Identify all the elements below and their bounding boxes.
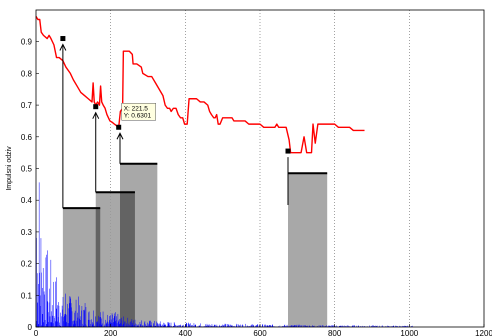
y-tick-label-4: 0.4	[21, 196, 33, 205]
datatip-y: Y: 0.6301	[124, 112, 152, 119]
x-tick-label-1: 200	[104, 329, 118, 336]
marker-points	[60, 36, 291, 154]
datatip[interactable]: X: 221.5 Y: 0.6301	[121, 103, 156, 121]
stem-arrow-1	[92, 111, 100, 119]
envelope-series	[35, 15, 365, 154]
x-tick-label-2: 400	[179, 329, 193, 336]
x-tick-label-6: 1200	[475, 329, 492, 336]
y-tick-label-3: 0.3	[21, 228, 33, 237]
region-3	[288, 173, 328, 327]
marker-1	[93, 104, 99, 110]
y-axis-label: Impulsni odziv	[6, 146, 13, 191]
marker-2	[116, 124, 122, 130]
region-0	[62, 208, 101, 327]
y-tick-label-7: 0.7	[21, 101, 33, 110]
y-tick-label-8: 0.8	[21, 69, 33, 78]
marker-0	[60, 36, 66, 42]
datatip-box	[121, 103, 156, 121]
axis-ticks: 0 200 400 600 800 1000 1200 0 0.1 0.2 0.3 0.4 0.5 0.6…	[21, 38, 492, 336]
region-overlap-1-2	[120, 192, 135, 327]
stem-arrow-2	[116, 132, 124, 140]
analysis-regions	[62, 162, 328, 327]
x-tick-label-3: 600	[253, 329, 267, 336]
y-tick-label-2: 0.2	[21, 260, 33, 269]
y-tick-label-0: 0	[28, 323, 33, 332]
x-tick-label-5: 1000	[400, 329, 418, 336]
x-tick-label-0: 0	[34, 329, 39, 336]
y-tick-label-5: 0.5	[21, 165, 33, 174]
region-stems	[59, 43, 289, 209]
y-tick-label-6: 0.6	[21, 133, 33, 142]
y-tick-label-1: 0.1	[21, 291, 33, 300]
marker-3	[285, 148, 291, 154]
envelope-line	[35, 15, 365, 154]
datatip-x: X: 221.5	[124, 105, 149, 112]
x-tick-label-4: 800	[328, 329, 342, 336]
stem-arrow-0	[59, 43, 67, 51]
y-tick-label-9: 0.9	[21, 38, 33, 47]
region-overlap-0-1	[95, 208, 101, 327]
